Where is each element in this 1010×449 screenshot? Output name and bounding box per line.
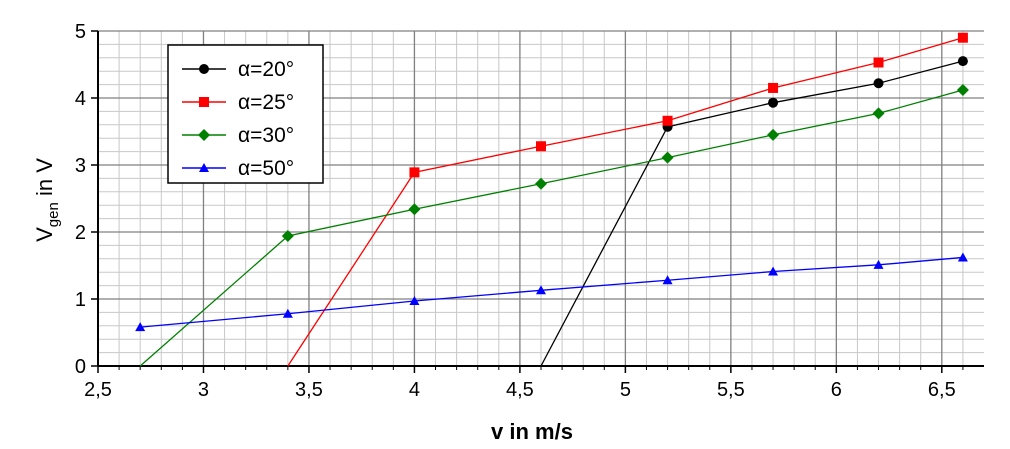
data-point: [199, 163, 209, 172]
y-tick-label: 5: [75, 21, 86, 43]
data-point: [662, 275, 673, 285]
x-tick-label: 6,5: [928, 379, 956, 401]
data-point: [957, 252, 968, 262]
data-point: [873, 78, 884, 89]
data-point: [768, 97, 779, 108]
series-line: [140, 256, 963, 328]
x-tick-label: 3,5: [295, 379, 323, 401]
data-point: [768, 266, 779, 276]
y-tick-label: 1: [75, 289, 86, 311]
legend-label: α=25°: [238, 91, 294, 114]
data-point: [872, 107, 885, 120]
data-point: [662, 115, 673, 126]
legend-item: α=30°: [182, 124, 294, 147]
data-point: [768, 82, 779, 93]
data-point: [535, 177, 547, 190]
tick-labels: 2,5 3 3,5 4 4,5 5 5,5 6 6,5 0 1 2 3 4 5: [75, 21, 956, 401]
grid: [97, 30, 984, 367]
data-point: [282, 308, 293, 318]
legend-item: α=20°: [182, 58, 294, 81]
data-point: [873, 57, 884, 68]
legend-label: α=20°: [238, 58, 294, 81]
x-tick-label: 6: [831, 379, 842, 401]
data-point: [536, 141, 546, 152]
data-point: [199, 64, 209, 74]
x-tick-label: 3: [198, 379, 209, 401]
data-point: [135, 322, 146, 332]
x-axis-title: v in m/s: [491, 419, 573, 444]
x-tick-label: 5: [620, 379, 631, 401]
legend-item: α=50°: [182, 157, 294, 180]
y-axis-title-suffix: in V: [32, 158, 57, 202]
y-tick-label: 0: [75, 356, 86, 378]
data-point: [409, 296, 420, 306]
series-α=20°: [540, 56, 968, 367]
data-point: [957, 32, 968, 43]
data-point: [409, 167, 420, 178]
series-α=25°: [287, 32, 968, 367]
data-point: [873, 259, 884, 269]
legend-label: α=50°: [238, 157, 294, 180]
y-axis-title: Vgen in V: [32, 158, 62, 242]
y-axis-title-subscript: gen: [45, 202, 62, 227]
y-tick-label: 2: [75, 222, 86, 244]
data-point: [199, 97, 209, 107]
data-point: [661, 151, 674, 164]
series-line: [139, 89, 964, 367]
series-α=30°: [139, 83, 969, 367]
x-tick-label: 5,5: [717, 379, 745, 401]
series-α=50°: [135, 252, 968, 332]
data-point: [536, 285, 546, 295]
y-tick-label: 4: [75, 88, 86, 110]
data-point: [956, 83, 969, 96]
data-point: [957, 56, 968, 67]
series: [135, 32, 969, 367]
data-point: [198, 129, 210, 141]
x-tick-label: 4,5: [506, 379, 534, 401]
legend-item: α=25°: [182, 91, 294, 114]
x-tick-label: 2,5: [84, 379, 112, 401]
data-point: [408, 203, 421, 216]
y-axis-title-main: V: [32, 227, 57, 242]
legend-box: [167, 44, 324, 184]
legend-label: α=30°: [238, 124, 294, 147]
y-tick-label: 3: [75, 155, 86, 177]
legend: α=20° α=25° α=30° α=50°: [167, 44, 324, 184]
x-tick-label: 4: [409, 379, 420, 401]
data-point: [767, 128, 780, 141]
data-point: [281, 230, 294, 243]
